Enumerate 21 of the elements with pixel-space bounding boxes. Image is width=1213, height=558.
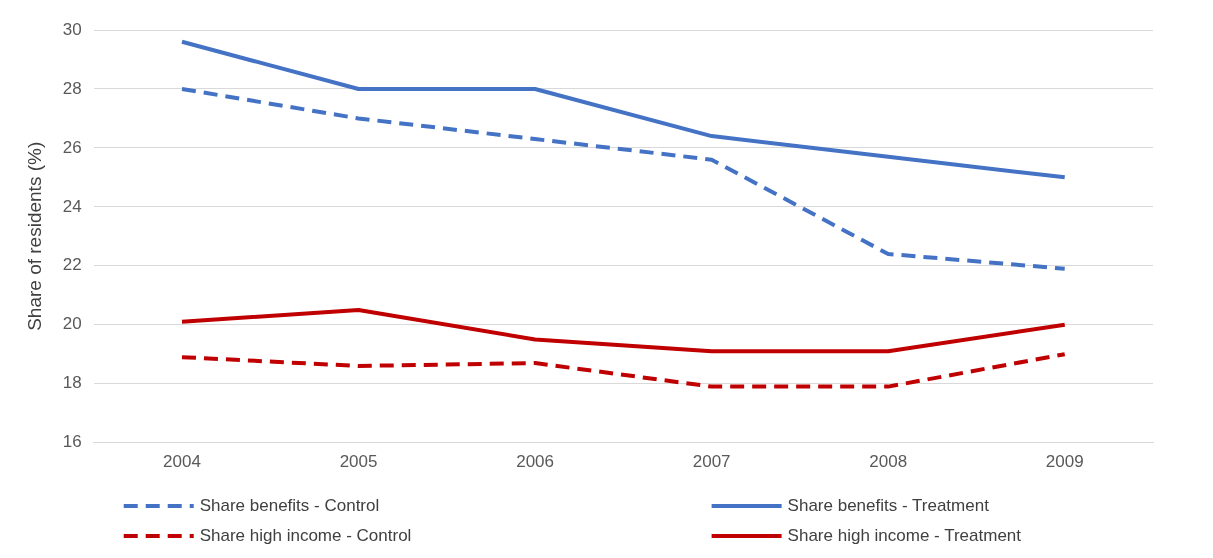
y-tick-label: 18	[62, 373, 82, 393]
y-tick-label: 22	[62, 255, 82, 275]
legend-label: Share high income - Treatment	[787, 525, 1022, 545]
y-tick-label: 16	[62, 432, 82, 452]
line-series	[179, 352, 1067, 389]
legend-label: Share high income - Control	[199, 525, 412, 545]
x-tick-label: 2006	[516, 452, 554, 472]
legend-label: Share benefits - Treatment	[787, 495, 990, 515]
x-tick-label: 2009	[1045, 452, 1084, 472]
line-series	[179, 86, 1067, 271]
x-tick-label: 2004	[163, 452, 201, 472]
y-tick-label: 26	[62, 137, 82, 157]
x-tick-label: 2008	[869, 452, 908, 472]
y-tick-label: 30	[62, 19, 82, 39]
y-tick-label: 20	[62, 314, 82, 334]
x-tick-label: 2007	[692, 452, 731, 472]
x-tick-label: 2005	[339, 452, 378, 472]
legend-label: Share benefits - Control	[199, 495, 380, 515]
y-tick-label: 24	[62, 196, 82, 216]
y-tick-label: 28	[62, 78, 82, 98]
y-axis-title: Share of residents (%)	[23, 141, 45, 331]
